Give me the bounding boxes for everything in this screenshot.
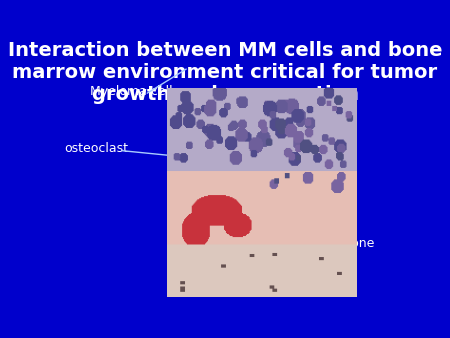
Text: Interaction between MM cells and bone
marrow environment critical for tumor
grow: Interaction between MM cells and bone ma…: [8, 41, 442, 103]
Text: osteoclast: osteoclast: [65, 142, 129, 155]
Text: Myeloma cells: Myeloma cells: [90, 85, 180, 98]
Text: Normal bone: Normal bone: [294, 237, 374, 250]
